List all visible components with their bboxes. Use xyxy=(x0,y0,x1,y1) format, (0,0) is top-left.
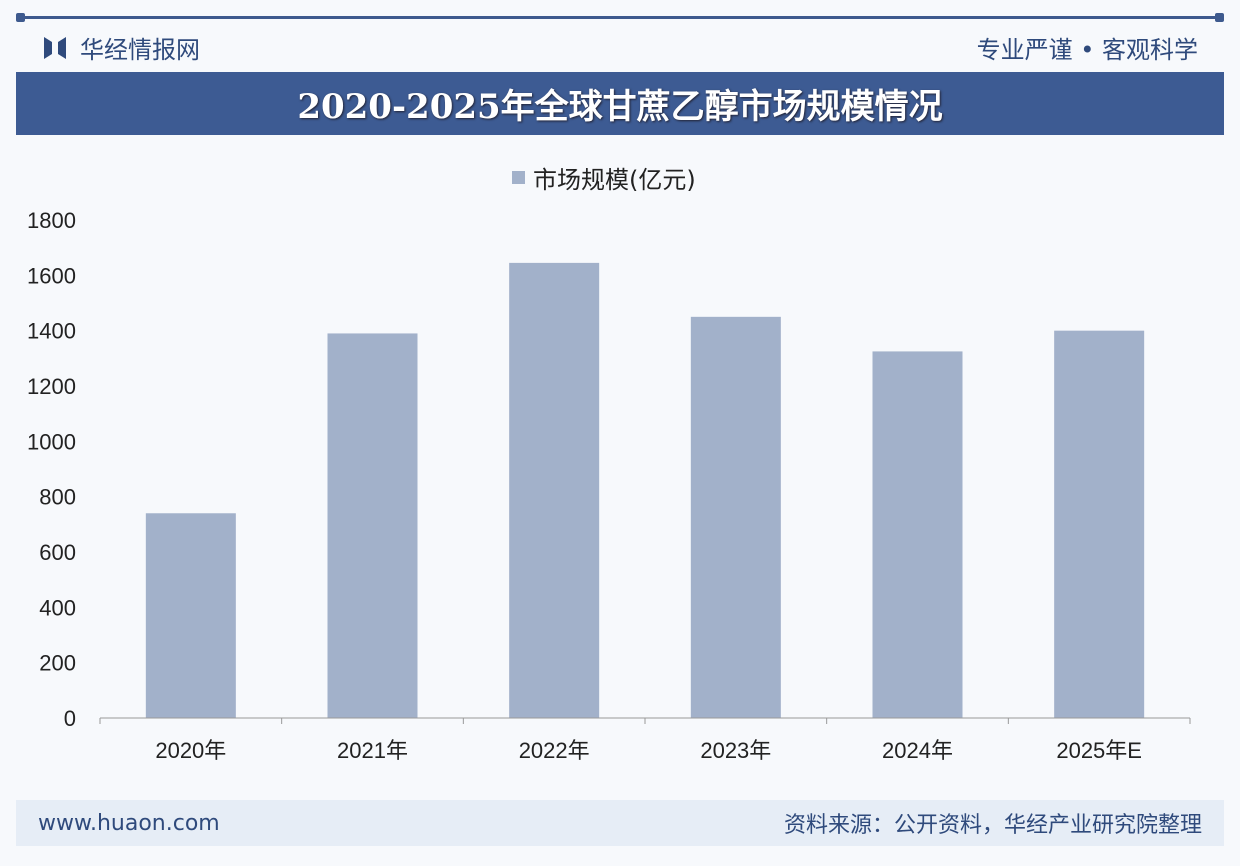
bar-2025年E xyxy=(1054,330,1145,718)
bar-2020年 xyxy=(145,513,236,718)
y-tick-label: 1800 xyxy=(27,208,76,233)
y-tick-label: 1000 xyxy=(27,429,76,454)
x-tick-label: 2025年E xyxy=(1056,738,1142,763)
y-tick-label: 400 xyxy=(39,595,76,620)
legend-label: 市场规模(亿元) xyxy=(533,166,696,194)
x-tick-label: 2022年 xyxy=(519,738,590,763)
brand-logo-icon xyxy=(44,36,66,59)
x-tick-label: 2024年 xyxy=(882,738,953,763)
y-tick-label: 1400 xyxy=(27,319,76,344)
y-tick-label: 1200 xyxy=(27,374,76,399)
y-tick-label: 600 xyxy=(39,540,76,565)
chart-title: 2020-2025年全球甘蔗乙醇市场规模情况 xyxy=(16,72,1224,135)
slogan: 专业严谨 • 客观科学 xyxy=(976,36,1198,64)
bar-2022年 xyxy=(509,262,600,718)
footer-website[interactable]: www.huaon.com xyxy=(38,810,220,836)
y-tick-label: 1600 xyxy=(27,263,76,288)
legend: 市场规模(亿元) xyxy=(512,160,696,195)
y-tick-label: 0 xyxy=(64,706,76,731)
footer: www.huaon.com 资料来源：公开资料，华经产业研究院整理 xyxy=(16,800,1224,846)
top-rule xyxy=(16,13,1224,22)
legend-swatch xyxy=(512,171,525,184)
y-tick-label: 800 xyxy=(39,485,76,510)
brand: 华经情报网 xyxy=(42,30,200,65)
x-tick-label: 2020年 xyxy=(155,738,226,763)
x-tick-label: 2021年 xyxy=(337,738,408,763)
bar-2023年 xyxy=(690,316,781,718)
footer-source: 资料来源：公开资料，华经产业研究院整理 xyxy=(783,813,1202,838)
y-tick-label: 200 xyxy=(39,651,76,676)
bar-2021年 xyxy=(327,333,418,718)
x-tick-label: 2023年 xyxy=(700,738,771,763)
brand-name: 华经情报网 xyxy=(80,36,200,64)
bar-2024年 xyxy=(872,351,963,718)
